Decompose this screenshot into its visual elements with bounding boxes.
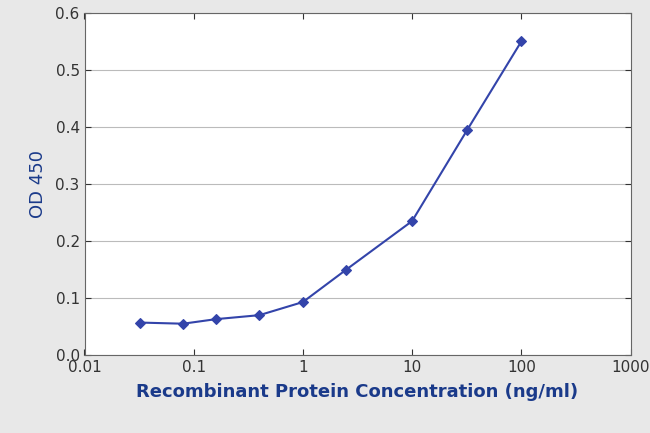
Y-axis label: OD 450: OD 450: [29, 150, 47, 218]
X-axis label: Recombinant Protein Concentration (ng/ml): Recombinant Protein Concentration (ng/ml…: [136, 383, 578, 401]
